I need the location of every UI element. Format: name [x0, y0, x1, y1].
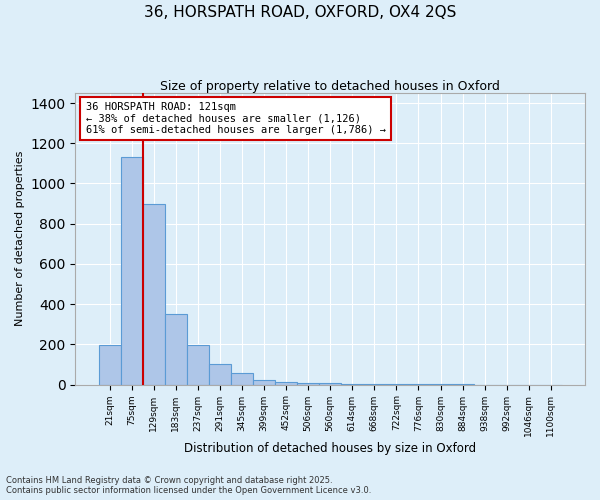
Bar — [275, 382, 297, 384]
Bar — [253, 380, 275, 384]
Bar — [231, 372, 253, 384]
Text: 36 HORSPATH ROAD: 121sqm
← 38% of detached houses are smaller (1,126)
61% of sem: 36 HORSPATH ROAD: 121sqm ← 38% of detach… — [86, 102, 386, 135]
Title: Size of property relative to detached houses in Oxford: Size of property relative to detached ho… — [160, 80, 500, 93]
Text: Contains HM Land Registry data © Crown copyright and database right 2025.
Contai: Contains HM Land Registry data © Crown c… — [6, 476, 371, 495]
Bar — [209, 364, 231, 384]
Y-axis label: Number of detached properties: Number of detached properties — [15, 151, 25, 326]
Bar — [143, 204, 165, 384]
Text: 36, HORSPATH ROAD, OXFORD, OX4 2QS: 36, HORSPATH ROAD, OXFORD, OX4 2QS — [144, 5, 456, 20]
Bar — [187, 346, 209, 385]
Bar — [121, 158, 143, 384]
Bar — [165, 314, 187, 384]
Bar — [98, 346, 121, 385]
X-axis label: Distribution of detached houses by size in Oxford: Distribution of detached houses by size … — [184, 442, 476, 455]
Bar — [297, 382, 319, 384]
